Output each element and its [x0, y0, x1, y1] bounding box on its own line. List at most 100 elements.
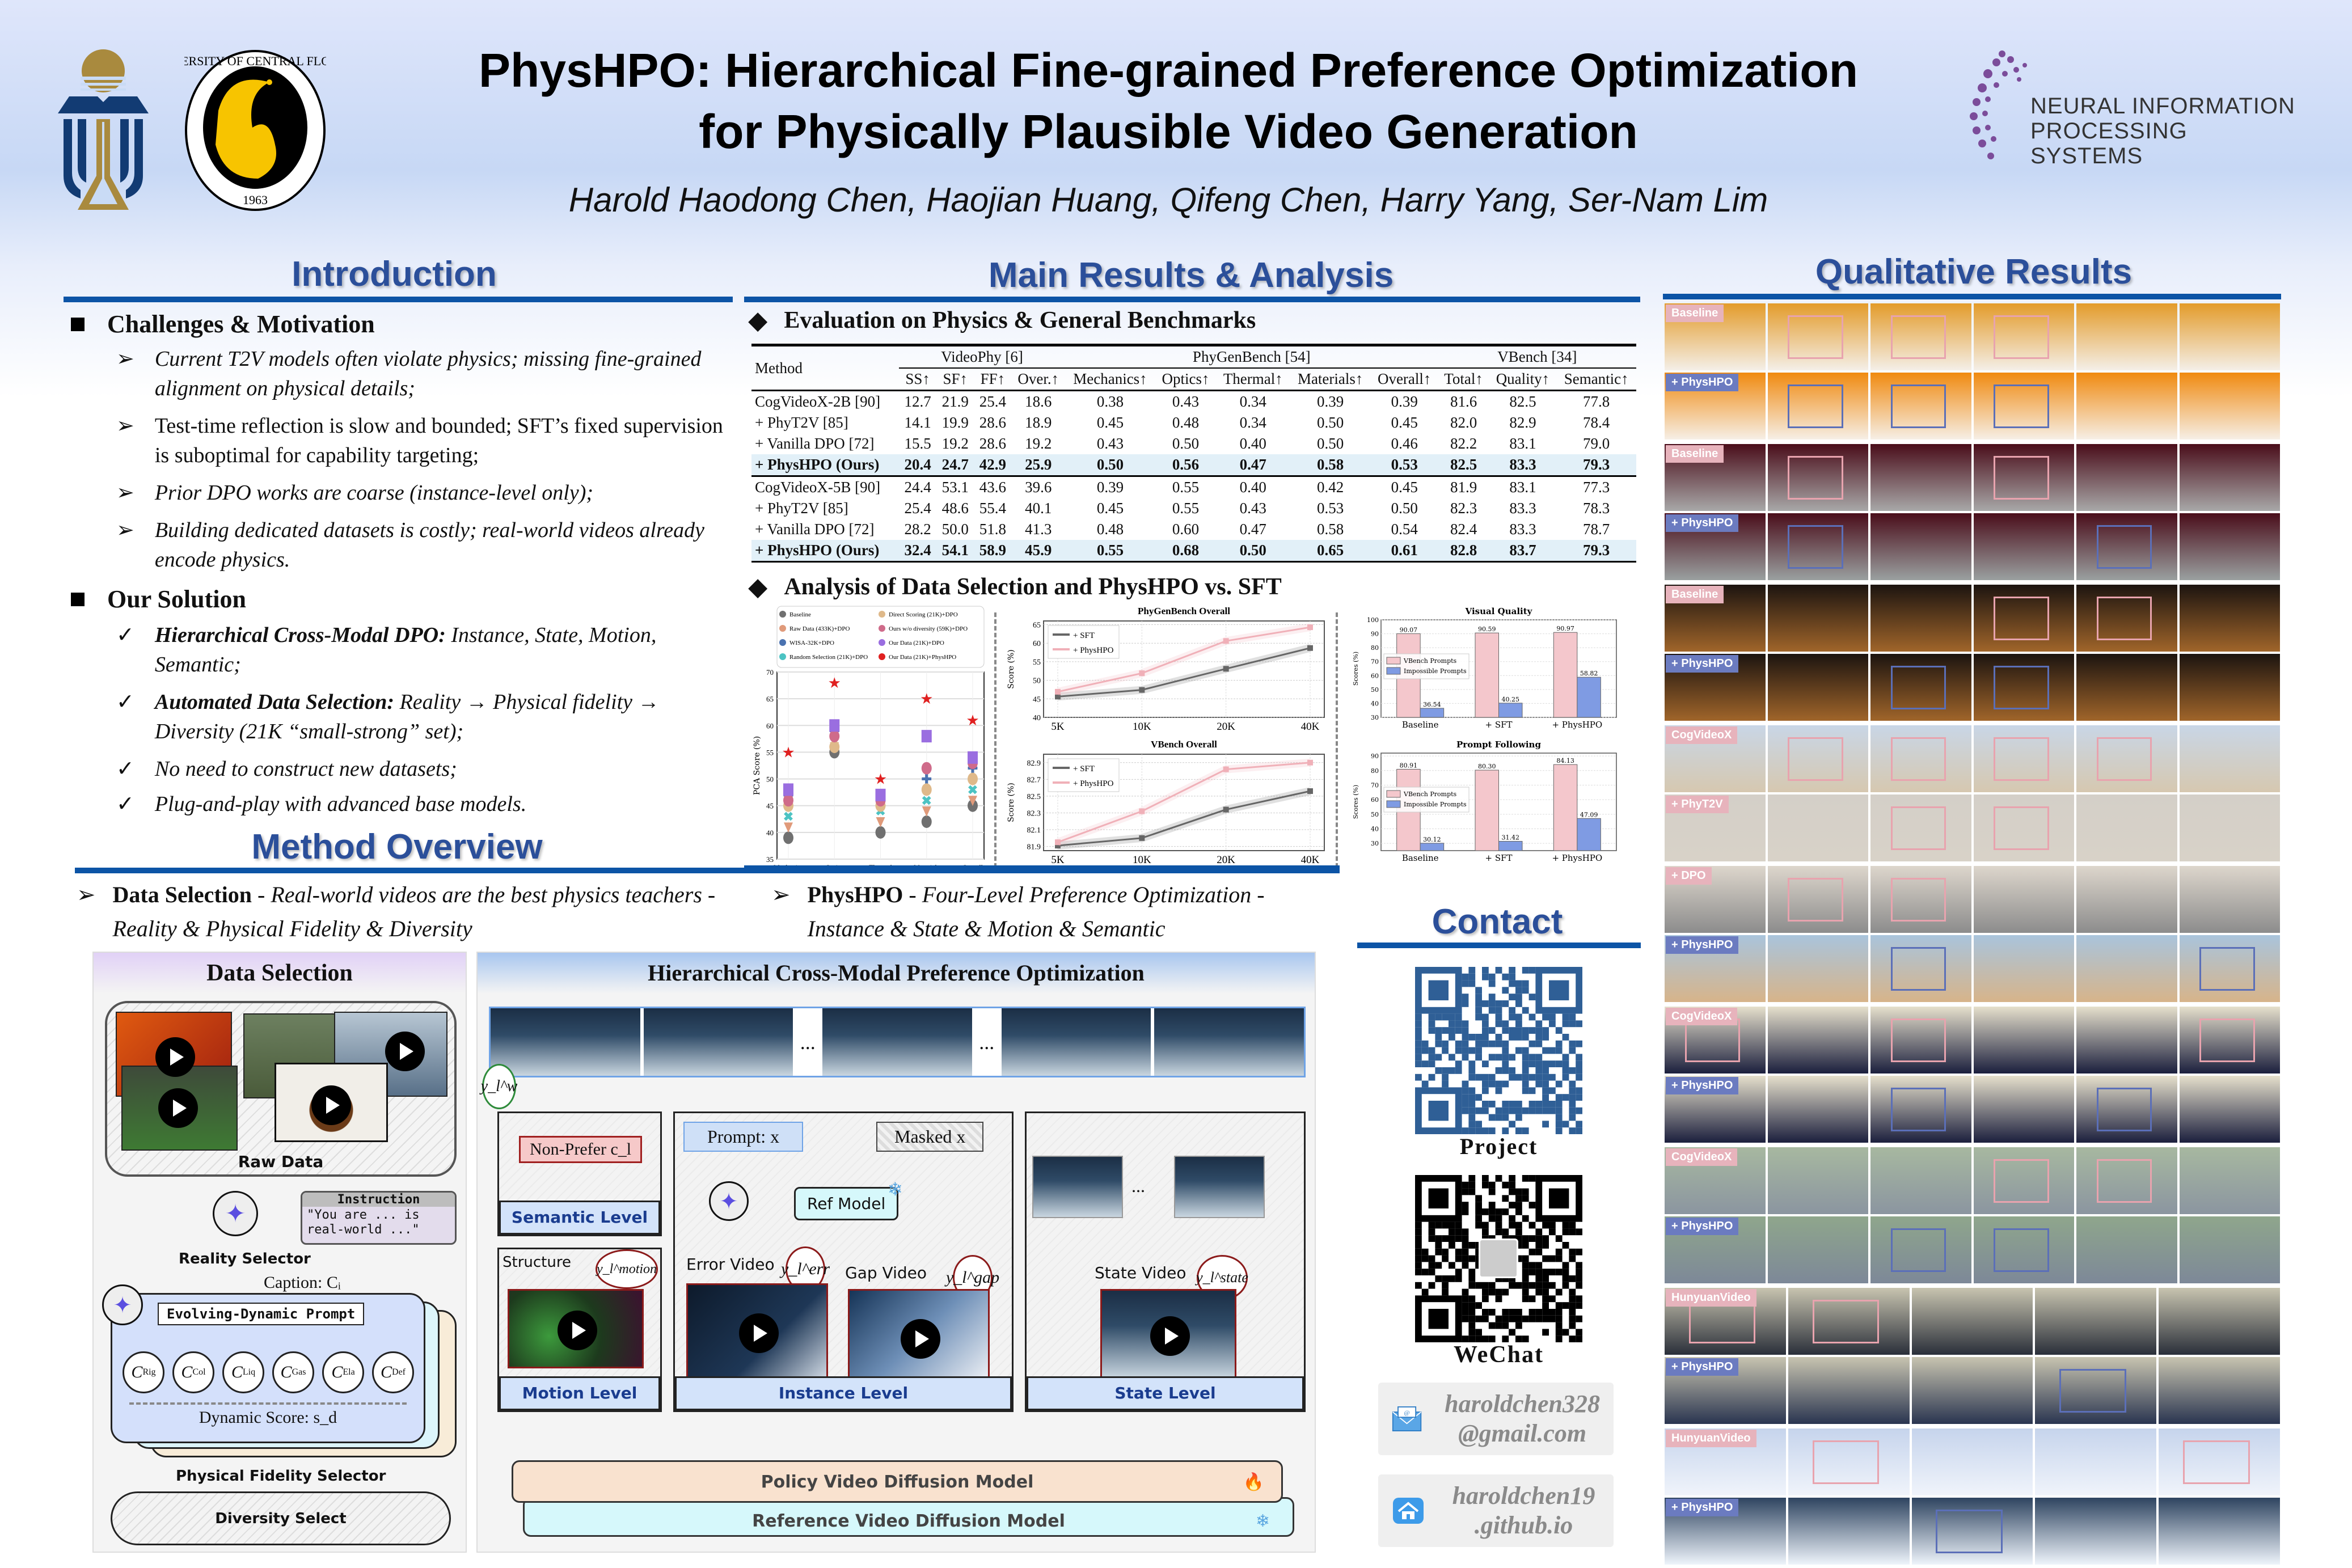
svg-text:Baseline: Baseline — [1402, 853, 1439, 863]
neurips-logo: NEURAL INFORMATION PROCESSING SYSTEMS — [1962, 43, 2303, 168]
divider — [994, 612, 996, 868]
table-cell: 53.1 — [941, 479, 969, 496]
video-frame — [2159, 1288, 2280, 1355]
section-title-introduction: Introduction — [292, 255, 497, 294]
table-cell: 20.4 — [899, 454, 937, 476]
video-frame — [1973, 585, 2074, 652]
video-frame — [2076, 725, 2177, 792]
table-cell: 0.47 — [1216, 454, 1290, 476]
authors: Harold Haodong Chen, Haojian Huang, Qife… — [568, 181, 1768, 219]
table-column-header: Total↑ — [1444, 370, 1483, 387]
website-contact[interactable]: haroldchen19 .github.io — [1378, 1474, 1614, 1547]
video-frame — [1767, 935, 1868, 1002]
video-frame — [2179, 1076, 2280, 1143]
table-cell: 82.0 — [1450, 414, 1477, 431]
highlight-box — [1812, 1300, 1880, 1343]
highlight-box — [1994, 737, 2049, 781]
qualitative-row: + PhyT2V — [1665, 794, 2280, 861]
svg-text:60: 60 — [1033, 640, 1041, 648]
project-qr-full[interactable] — [1415, 967, 1583, 1135]
svg-text:90: 90 — [1371, 753, 1379, 760]
video-frame — [1973, 1076, 2074, 1143]
table-cell: 25.9 — [1011, 454, 1065, 476]
highlight-box — [1890, 1088, 1946, 1131]
video-frame — [2076, 1007, 2177, 1073]
table-row: + PhyT2V [85] 25.4 48.6 55.4 40.1 0.45 0.55 0.4… — [751, 498, 1636, 519]
table-cell: 81.9 — [1450, 479, 1477, 496]
solution-heading: Our Solution — [71, 585, 734, 614]
error-video-thumb — [686, 1283, 828, 1380]
video-frame — [2035, 1498, 2157, 1565]
svg-text:60: 60 — [766, 721, 774, 730]
video-frame — [2076, 794, 2177, 861]
solution-item: ✓ Hierarchical Cross-Modal DPO: Instance,… — [116, 623, 657, 677]
qualitative-row: + PhysHPO — [1665, 1076, 2280, 1143]
table-cell-method: + PhysHPO (Ours) — [751, 540, 900, 561]
project-label: Project — [1459, 1134, 1538, 1159]
table-cell: 41.3 — [1025, 521, 1052, 538]
qualitative-row: + PhysHPO — [1665, 1498, 2280, 1565]
wechat-qr-code[interactable] — [1415, 1175, 1583, 1343]
video-frame: Baseline — [1665, 303, 1766, 370]
svg-text:40K: 40K — [1301, 854, 1320, 866]
play-icon — [311, 1085, 351, 1125]
challenge-item: ➢ Current T2V models often violate physic… — [116, 347, 702, 400]
table-cell: 82.8 — [1438, 540, 1489, 561]
table-cell: 0.40 — [1239, 435, 1266, 452]
svg-text:45: 45 — [766, 802, 774, 810]
table-cell: 0.50 — [1172, 435, 1200, 452]
table-cell: 19.2 — [1025, 435, 1052, 452]
table-cell: 0.58 — [1317, 521, 1344, 538]
svg-text:82.5: 82.5 — [1027, 793, 1041, 801]
table-cell: 0.48 — [1172, 414, 1200, 431]
table-cell: 45.9 — [1011, 540, 1065, 561]
method-label: + PhysHPO — [1666, 374, 1739, 391]
table-cell: 0.39 — [1317, 393, 1344, 410]
svg-text:50: 50 — [1033, 677, 1041, 686]
video-frame — [1788, 1288, 1910, 1355]
video-frame — [2076, 935, 2177, 1002]
video-frame: + PhysHPO — [1665, 1498, 1786, 1565]
table-cell: 0.50 — [1317, 435, 1344, 452]
svg-text:★: ★ — [966, 712, 979, 729]
analysis-heading: ◆ Analysis of Data Selection and PhysHPO … — [749, 574, 1282, 601]
table-cell: 28.6 — [979, 435, 1006, 452]
qualitative-row: + DPO — [1665, 866, 2280, 933]
data-selection-summary: ➢ Data Selection - Real-world videos are … — [77, 882, 716, 941]
video-frame — [2159, 1498, 2280, 1565]
svg-text:✖: ✖ — [968, 783, 978, 797]
method-label: + DPO — [1666, 867, 1712, 885]
method-label: HunyuanVideo — [1666, 1289, 1756, 1307]
table-cell: 0.45 — [1096, 414, 1124, 431]
ref-model-box: Ref Model — [794, 1187, 899, 1220]
video-frame — [1870, 1216, 1971, 1283]
table-cell: 0.47 — [1239, 521, 1266, 538]
svg-text:Score (%): Score (%) — [1007, 783, 1016, 822]
svg-text:Prompt Following: Prompt Following — [1456, 739, 1541, 750]
table-cell: 0.46 — [1391, 435, 1418, 452]
svg-text:✖: ✖ — [922, 793, 932, 808]
qualitative-grid: Baseline + PhysHPO Baseline + PhysHPO Baseli… — [1665, 303, 2280, 1567]
email-contact[interactable]: @ haroldchen328 @gmail.com — [1378, 1383, 1614, 1455]
video-frame — [1870, 444, 1971, 511]
method-label: HunyuanVideo — [1666, 1430, 1756, 1447]
table-cell: 0.68 — [1155, 540, 1217, 561]
svg-text:Scores (%): Scores (%) — [1352, 652, 1359, 686]
video-frame: Baseline — [1665, 585, 1766, 652]
video-frame — [1767, 303, 1868, 370]
video-frame — [1973, 444, 2074, 511]
highlight-box — [2096, 737, 2152, 781]
video-frame: + DPO — [1665, 866, 1766, 933]
structure-label: Structure — [503, 1254, 571, 1271]
video-frame — [1973, 725, 2074, 792]
qualitative-row: + PhysHPO — [1665, 1357, 2280, 1424]
svg-text:50: 50 — [766, 775, 774, 784]
svg-text:55: 55 — [766, 748, 774, 756]
table-cell: 79.3 — [1556, 540, 1636, 561]
category-node: C Def — [372, 1351, 414, 1393]
svg-text:84.13: 84.13 — [1556, 757, 1574, 764]
table-column-header: Overall↑ — [1377, 370, 1432, 387]
qualitative-row: Baseline — [1665, 585, 2280, 652]
video-frame — [1870, 654, 1971, 721]
highlight-box — [1936, 1510, 2003, 1553]
